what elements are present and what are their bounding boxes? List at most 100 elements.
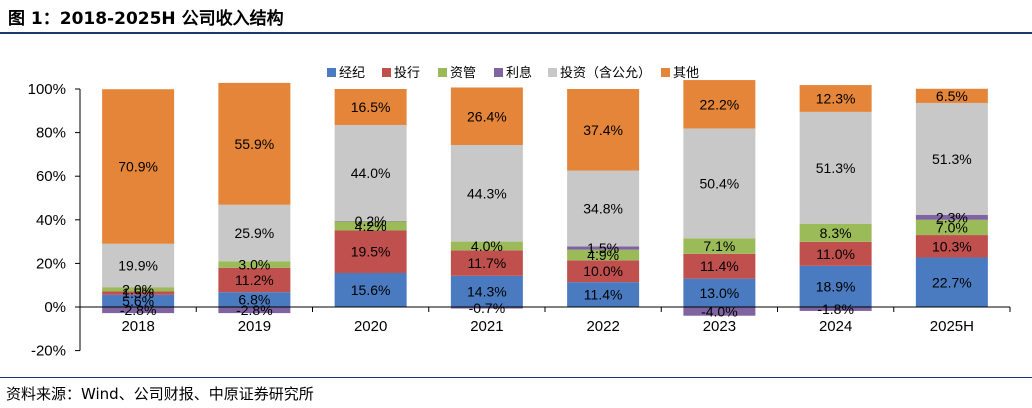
data-label: 26.4%: [467, 108, 507, 124]
data-label: 25.9%: [235, 225, 275, 241]
bar-segment: [799, 265, 872, 307]
bar-segment: [102, 294, 175, 307]
bar-segment: [334, 221, 407, 231]
legend-label: 投行: [394, 65, 420, 81]
bar-segment: [450, 241, 523, 251]
data-label: 0.2%: [355, 213, 387, 229]
legend-swatch: [438, 68, 447, 77]
legend-swatch: [382, 68, 391, 77]
data-label: 18.9%: [816, 278, 856, 294]
x-axis: 2018 2019 2020 2021 2022 2023 2024 2025H: [80, 306, 1011, 335]
data-label: 5.6%: [122, 293, 154, 309]
x-tick-label: 2021: [470, 318, 503, 335]
y-tick-label: 0%: [44, 299, 66, 316]
data-label: 44.3%: [467, 185, 507, 201]
data-label: 11.4%: [700, 258, 739, 274]
bar-segment: [102, 243, 175, 288]
data-label: 1.5%: [122, 285, 154, 301]
bar-segment: [334, 272, 407, 307]
data-label: 16.5%: [351, 99, 391, 115]
data-label: 34.8%: [583, 200, 623, 216]
bar-segment: [683, 238, 756, 254]
legend-swatch: [327, 68, 336, 77]
data-label: -4.0%: [701, 303, 738, 319]
data-label: 55.9%: [235, 136, 275, 152]
stacked-bar-chart: 经纪 投行 资管 利息 投资（含公允） 其他 -20% 0% 20% 40% 60% 80% 100%…: [28, 65, 1011, 360]
bar-segment: [799, 111, 872, 224]
bar-segment: [683, 278, 756, 307]
bar-segment: [683, 128, 756, 239]
data-label: 22.7%: [932, 274, 972, 290]
data-label: 6.5%: [936, 88, 968, 104]
data-label: 11.7%: [468, 255, 507, 271]
bar-segment: [799, 223, 872, 242]
x-tick-label: 2025H: [930, 318, 974, 335]
y-axis: -20% 0% 20% 40% 60% 80% 100%: [28, 81, 81, 360]
bar-segment: [683, 307, 756, 316]
bar-segment: [450, 307, 523, 309]
bar-segment: [799, 85, 872, 112]
bar-segment: [334, 89, 407, 125]
data-label: 10.0%: [583, 263, 623, 279]
data-label: 4.9%: [587, 247, 619, 263]
bar-segment: [102, 89, 175, 244]
data-label: 3.0%: [238, 256, 270, 272]
title-bar: 图 1：2018-2025H 公司收入结构: [0, 0, 1032, 32]
y-tick-label: 60%: [36, 168, 66, 185]
bar-segment: [102, 287, 175, 292]
bar-segment: [218, 204, 291, 262]
bar-segment: [567, 249, 640, 261]
legend-label: 其他: [673, 66, 699, 81]
bars: [102, 80, 988, 316]
footer-divider: [0, 377, 1032, 378]
x-tick-label: 2024: [819, 318, 852, 335]
data-label: 2.0%: [122, 281, 154, 297]
x-tick-label: 2019: [238, 318, 271, 335]
bar-segment: [450, 275, 523, 307]
bar-segment: [218, 292, 291, 307]
y-tick-label: 40%: [36, 212, 66, 229]
bar-segment: [915, 214, 988, 220]
data-label: -2.8%: [120, 302, 157, 318]
data-label: 44.0%: [351, 165, 391, 181]
data-label: -2.8%: [236, 302, 273, 318]
data-label: 1.5%: [587, 240, 619, 256]
data-label: 2.3%: [936, 209, 968, 225]
y-tick-label: 80%: [36, 125, 66, 142]
bar-segment: [683, 80, 756, 129]
data-label: 15.6%: [351, 282, 391, 298]
title-divider: [0, 32, 1032, 34]
data-label: 4.0%: [471, 238, 503, 254]
legend: 经纪 投行 资管 利息 投资（含公允） 其他: [327, 65, 699, 81]
data-label: 11.0%: [816, 246, 855, 262]
y-tick-label: 100%: [28, 81, 66, 98]
data-label: 4.2%: [355, 218, 387, 234]
bar-segment: [799, 307, 872, 311]
data-label: -0.7%: [469, 300, 506, 316]
legend-swatch: [494, 68, 503, 77]
data-label: 19.9%: [118, 257, 158, 273]
bar-segment: [450, 250, 523, 276]
data-label: 10.3%: [932, 238, 972, 254]
legend-label: 资管: [450, 66, 476, 81]
legend-label: 投资（含公允）: [560, 65, 651, 81]
bar-segment: [567, 246, 640, 250]
legend-label: 利息: [506, 65, 532, 81]
bar-segment: [102, 307, 175, 314]
bar-segment: [334, 124, 407, 221]
data-label: 12.3%: [816, 90, 856, 106]
x-tick-label: 2018: [121, 318, 154, 335]
data-label: 51.3%: [932, 151, 972, 167]
source-note: 资料来源：Wind、公司财报、中原证券研究所: [6, 385, 314, 403]
bar-segment: [218, 267, 291, 293]
bar-segment: [450, 145, 523, 242]
bar-segment: [218, 261, 291, 268]
data-label: 8.3%: [820, 225, 852, 241]
x-tick-label: 2020: [354, 318, 387, 335]
data-label: 22.2%: [700, 96, 740, 112]
legend-swatch: [661, 68, 670, 77]
x-tick-label: 2023: [703, 318, 736, 335]
bar-segment: [799, 241, 872, 266]
bar-segment: [334, 220, 407, 222]
legend-label: 经纪: [339, 66, 365, 81]
